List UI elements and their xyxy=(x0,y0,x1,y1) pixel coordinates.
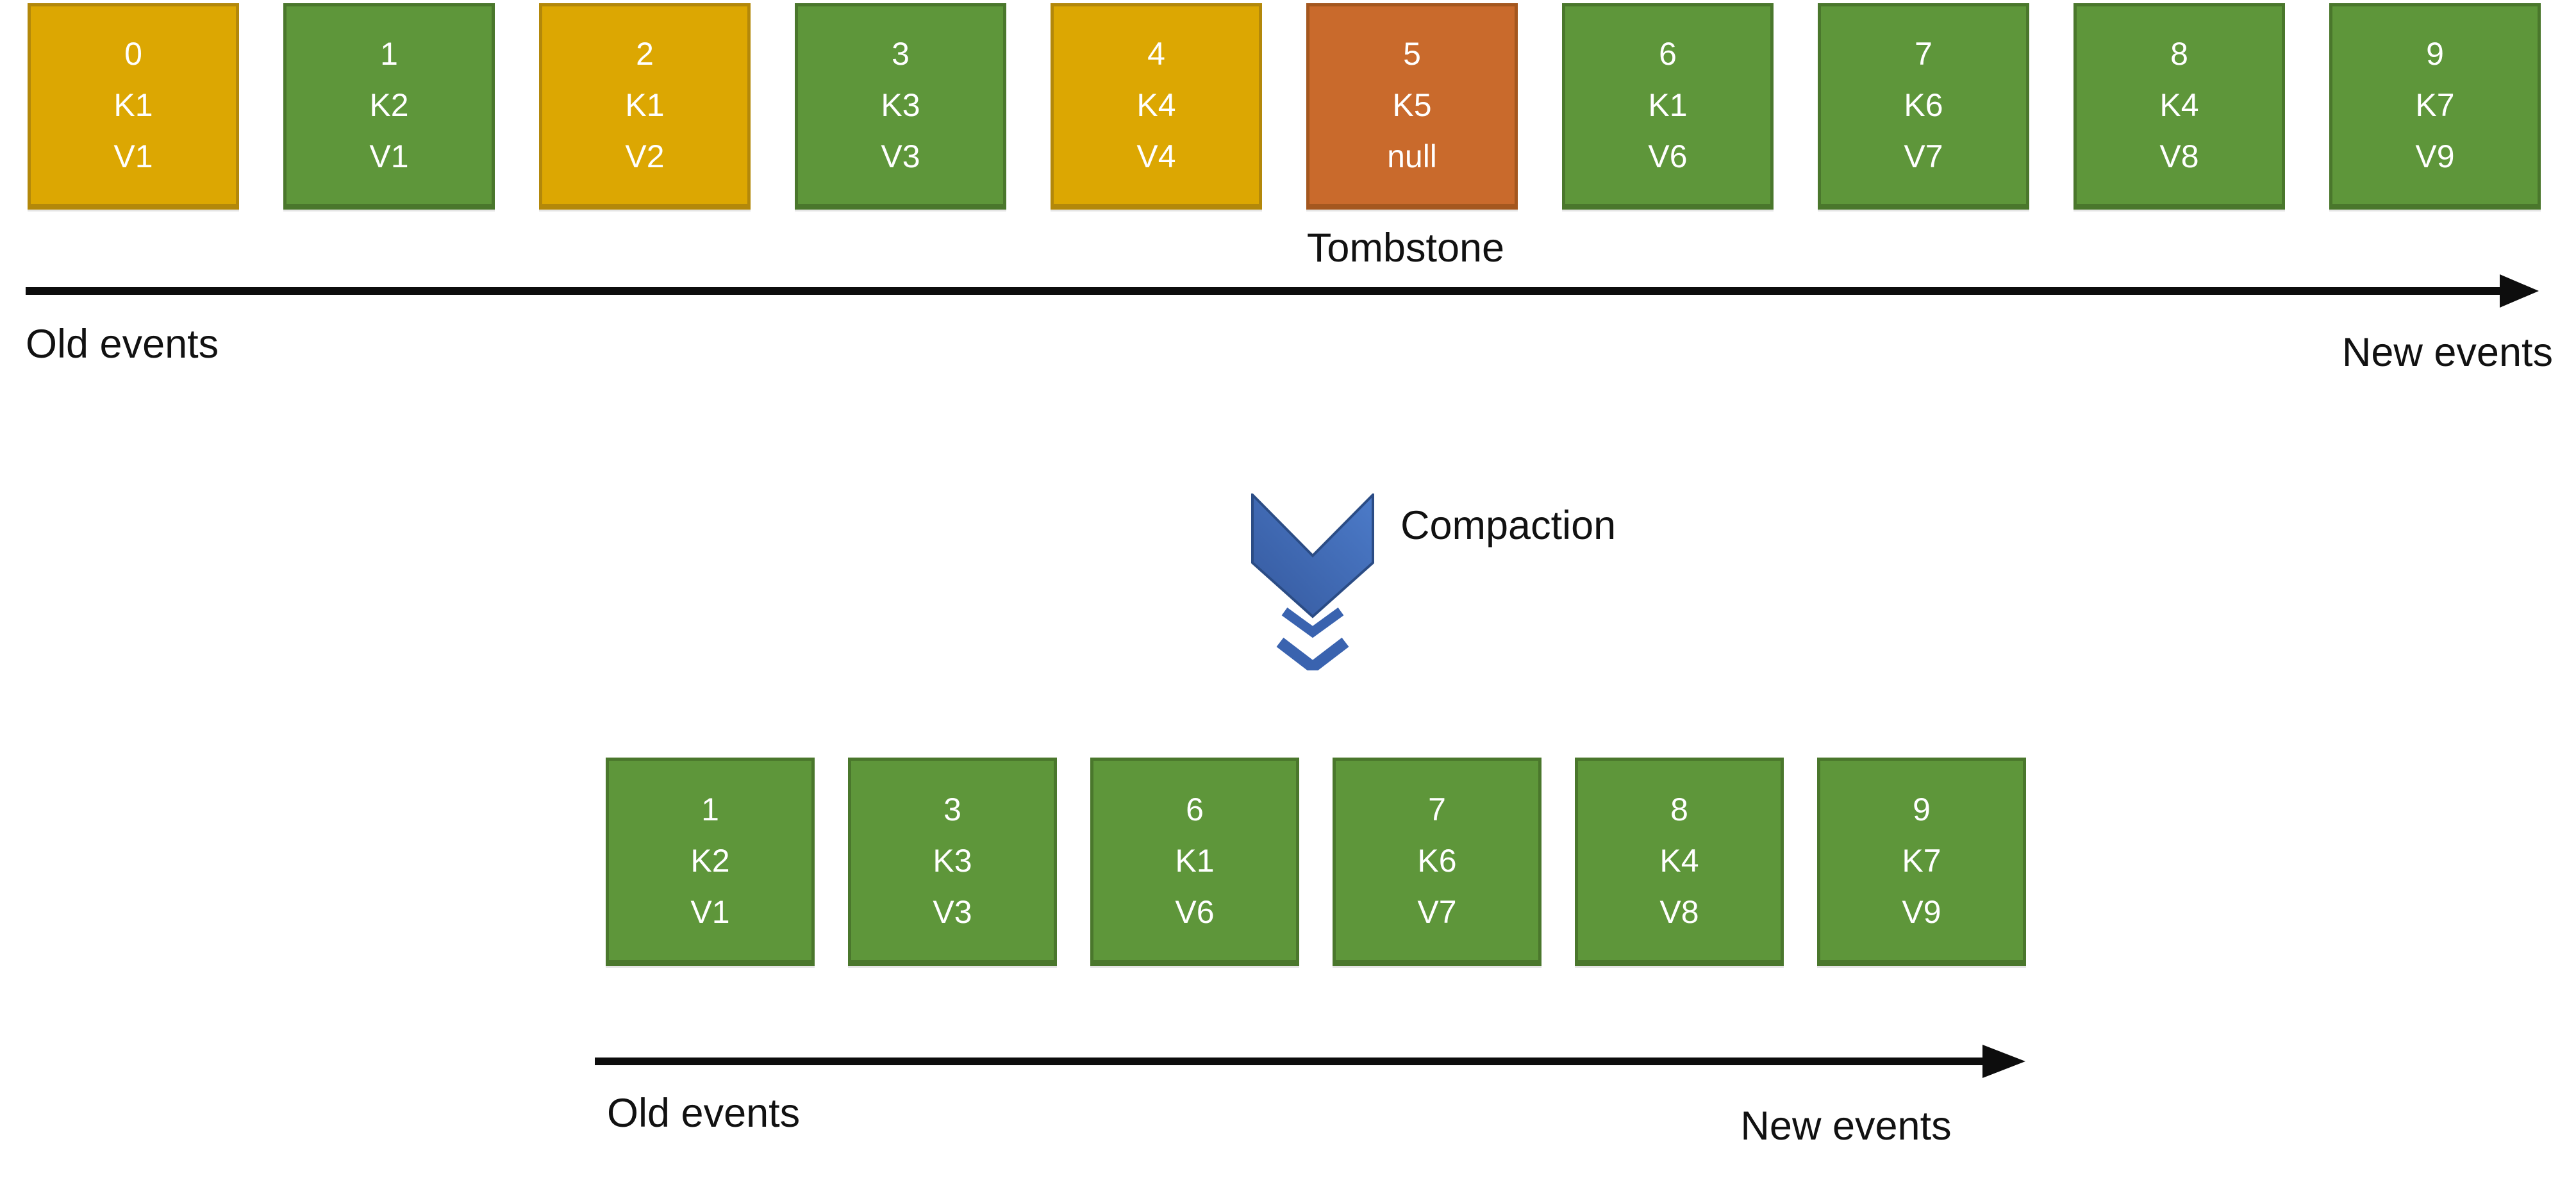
box-offset: 4 xyxy=(1147,36,1165,72)
timeline-arrow-bottom xyxy=(595,1045,2025,1078)
box-value: V8 xyxy=(1659,893,1699,930)
box-value: V6 xyxy=(1648,138,1688,174)
event-box-offset-9: 9 K7 V9 xyxy=(2329,3,2541,210)
event-box-offset-2: 2 K1 V2 xyxy=(539,3,751,210)
box-key: K1 xyxy=(1648,87,1688,123)
box-offset: 2 xyxy=(636,36,654,72)
box-value: V6 xyxy=(1175,893,1215,930)
event-box-offset-3: 3 K3 V3 xyxy=(848,758,1057,966)
box-offset: 3 xyxy=(943,791,961,827)
box-offset: 8 xyxy=(1670,791,1688,827)
box-key: K5 xyxy=(1392,87,1432,123)
box-offset: 6 xyxy=(1186,791,1204,827)
box-value: V1 xyxy=(369,138,409,174)
compaction-arrow-icon xyxy=(1251,494,1374,670)
box-offset: 1 xyxy=(701,791,719,827)
box-offset: 6 xyxy=(1659,36,1677,72)
box-key: K6 xyxy=(1904,87,1943,123)
box-offset: 7 xyxy=(1428,791,1446,827)
timeline-arrow-top xyxy=(26,274,2539,308)
pre-compaction-log: 0 K1 V1 1 K2 V1 2 K1 V2 3 K3 V3 4 K4 V4 5 K5 null 6 K1 V6 7 K6… xyxy=(28,3,2541,210)
event-box-offset-5: 5 K5 null xyxy=(1306,3,1518,210)
box-key: K1 xyxy=(625,87,665,123)
box-offset: 9 xyxy=(1913,791,1931,827)
old-events-label-bottom: Old events xyxy=(607,1091,801,1136)
box-key: K3 xyxy=(881,87,920,123)
box-key: K1 xyxy=(1175,842,1215,879)
box-value: V3 xyxy=(881,138,920,174)
event-box-offset-6: 6 K1 V6 xyxy=(1562,3,1774,210)
post-compaction-log: 1 K2 V1 3 K3 V3 6 K1 V6 7 K6 V7 8 K4 V8 9 K7 V9 xyxy=(606,758,2026,966)
tombstone-label: Tombstone xyxy=(1306,226,1505,270)
box-offset: 5 xyxy=(1403,36,1421,72)
box-offset: 1 xyxy=(380,36,398,72)
box-offset: 8 xyxy=(2170,36,2188,72)
box-offset: 7 xyxy=(1915,36,1932,72)
box-key: K7 xyxy=(2415,87,2455,123)
box-offset: 9 xyxy=(2426,36,2444,72)
box-value: V8 xyxy=(2159,138,2199,174)
box-value: V4 xyxy=(1136,138,1176,174)
event-box-offset-6: 6 K1 V6 xyxy=(1090,758,1299,966)
box-key: K4 xyxy=(1659,842,1699,879)
box-value: V2 xyxy=(625,138,665,174)
box-key: K3 xyxy=(933,842,972,879)
box-value: V9 xyxy=(2415,138,2455,174)
box-key: K4 xyxy=(1136,87,1176,123)
box-key: K7 xyxy=(1902,842,1941,879)
event-box-offset-8: 8 K4 V8 xyxy=(2073,3,2285,210)
event-box-offset-9: 9 K7 V9 xyxy=(1817,758,2026,966)
box-value: V1 xyxy=(113,138,153,174)
event-box-offset-7: 7 K6 V7 xyxy=(1818,3,2029,210)
new-events-label-bottom: New events xyxy=(1740,1104,1952,1149)
old-events-label-top: Old events xyxy=(26,322,219,367)
event-box-offset-8: 8 K4 V8 xyxy=(1575,758,1784,966)
box-key: K2 xyxy=(369,87,409,123)
compaction-label: Compaction xyxy=(1400,503,1616,548)
box-key: K2 xyxy=(690,842,730,879)
box-value: V1 xyxy=(690,893,730,930)
box-value: V3 xyxy=(933,893,972,930)
event-box-offset-0: 0 K1 V1 xyxy=(28,3,239,210)
event-box-offset-4: 4 K4 V4 xyxy=(1051,3,1262,210)
event-box-offset-7: 7 K6 V7 xyxy=(1333,758,1541,966)
box-value: V9 xyxy=(1902,893,1941,930)
box-offset: 0 xyxy=(124,36,142,72)
box-value: null xyxy=(1387,138,1437,174)
new-events-label-top: New events xyxy=(2341,330,2553,375)
box-value: V7 xyxy=(1417,893,1457,930)
event-box-offset-1: 1 K2 V1 xyxy=(283,3,495,210)
event-box-offset-3: 3 K3 V3 xyxy=(795,3,1006,210)
box-value: V7 xyxy=(1904,138,1943,174)
box-offset: 3 xyxy=(892,36,910,72)
box-key: K1 xyxy=(113,87,153,123)
box-key: K4 xyxy=(2159,87,2199,123)
box-key: K6 xyxy=(1417,842,1457,879)
event-box-offset-1: 1 K2 V1 xyxy=(606,758,815,966)
